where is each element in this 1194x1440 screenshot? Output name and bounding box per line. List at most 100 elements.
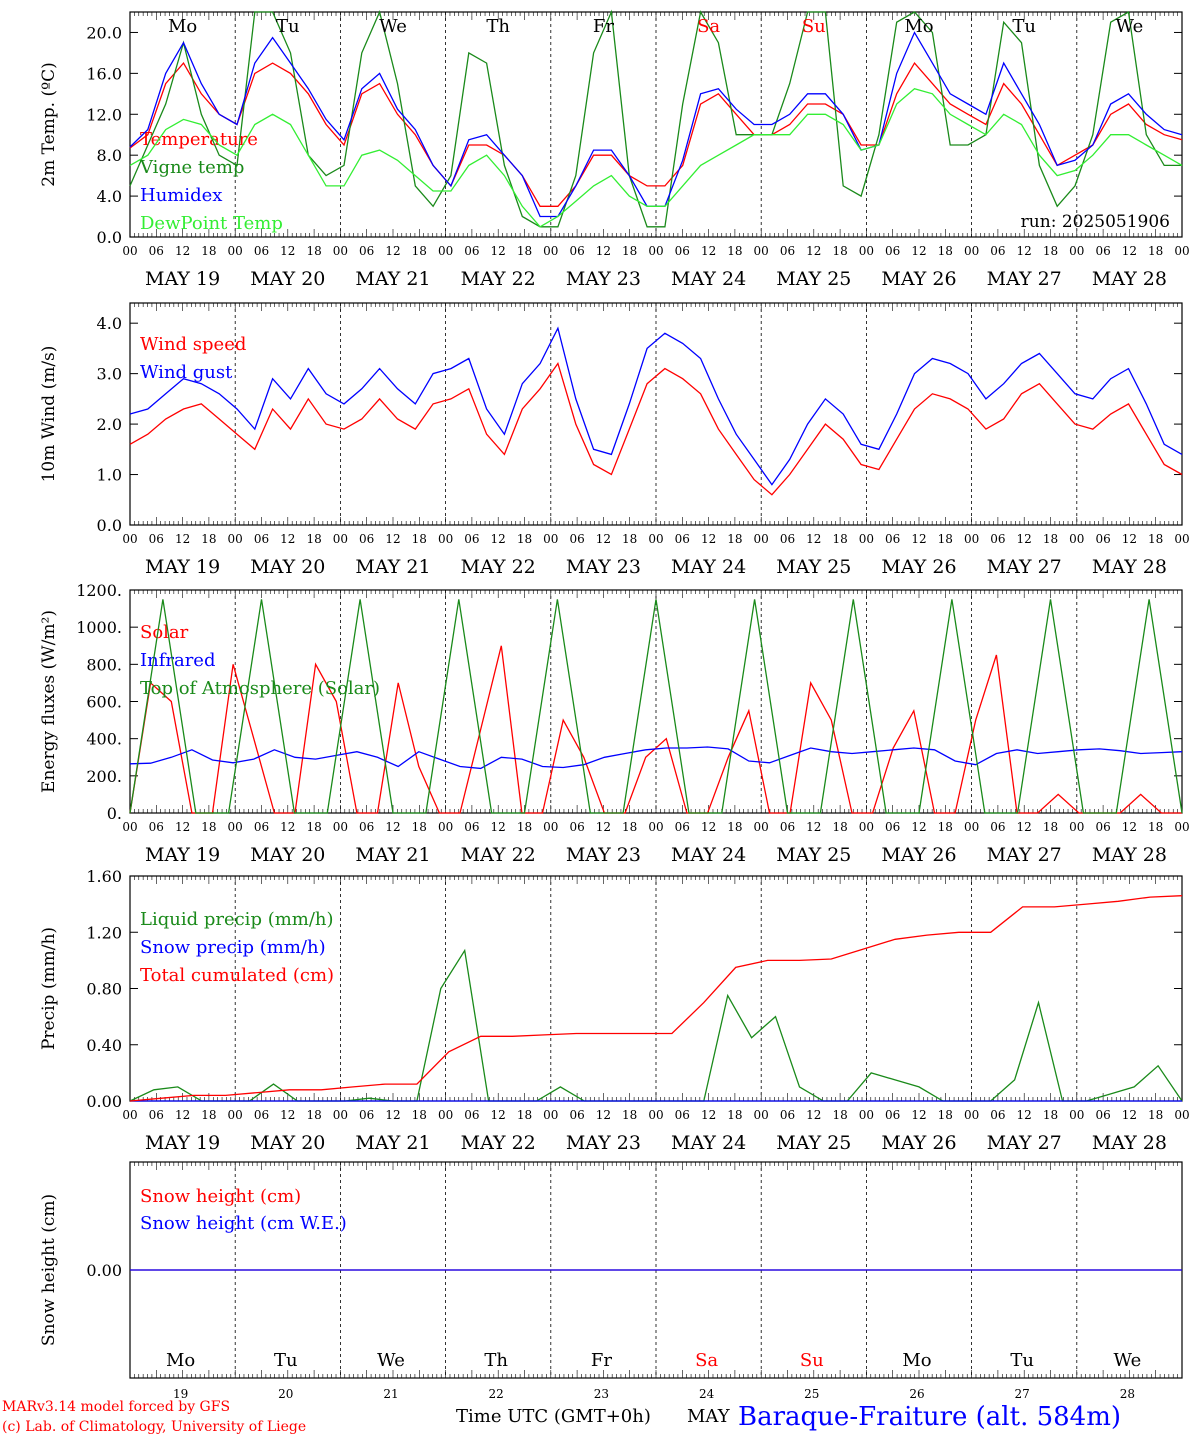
date-label: MAY 21 xyxy=(355,844,430,866)
date-label: MAY 22 xyxy=(461,268,536,290)
hour-tick-label: 00 xyxy=(228,1108,243,1122)
hour-tick-label: 12 xyxy=(911,244,926,258)
hour-tick-label: 06 xyxy=(1095,820,1110,834)
hour-tick-label: 06 xyxy=(359,820,374,834)
hour-tick-label: 00 xyxy=(754,820,769,834)
date-label: MAY 25 xyxy=(776,1132,851,1154)
y-tick-label: 0.0 xyxy=(97,228,122,247)
hour-tick-label: 18 xyxy=(306,532,321,546)
hour-tick-label: 18 xyxy=(1148,820,1163,834)
date-label: MAY 23 xyxy=(566,556,641,578)
y-tick-label: 400. xyxy=(86,730,122,749)
hour-tick-label: 18 xyxy=(412,1108,427,1122)
lab-credit: (c) Lab. of Climatology, University of L… xyxy=(2,1419,307,1435)
y-tick-label: 600. xyxy=(86,693,122,712)
date-label: MAY 24 xyxy=(671,268,746,290)
hour-tick-label: 06 xyxy=(885,532,900,546)
y-axis-label: 2m Temp. (ºC) xyxy=(39,62,59,187)
weekday-label-bottom: Sa xyxy=(695,1350,718,1371)
hour-tick-label: 00 xyxy=(964,244,979,258)
hour-tick-label: 06 xyxy=(1095,1108,1110,1122)
day-number-label: 23 xyxy=(594,1387,609,1401)
hour-tick-label: 00 xyxy=(1069,820,1084,834)
hour-tick-label: 06 xyxy=(990,244,1005,258)
hour-tick-label: 12 xyxy=(911,1108,926,1122)
hour-tick-label: 06 xyxy=(359,244,374,258)
hour-tick-label: 06 xyxy=(675,244,690,258)
series-line-wind-speed xyxy=(129,362,1183,496)
y-tick-label: 0.40 xyxy=(86,1036,122,1055)
hour-tick-label: 06 xyxy=(675,820,690,834)
hour-tick-label: 00 xyxy=(964,820,979,834)
y-tick-label: 200. xyxy=(86,767,122,786)
hour-tick-label: 12 xyxy=(806,244,821,258)
hour-tick-label: 06 xyxy=(254,244,269,258)
hour-tick-label: 18 xyxy=(622,820,637,834)
date-label: MAY 24 xyxy=(671,844,746,866)
hour-tick-label: 18 xyxy=(201,820,216,834)
hour-tick-label: 06 xyxy=(149,1108,164,1122)
hour-tick-label: 12 xyxy=(701,532,716,546)
date-label: MAY 25 xyxy=(776,844,851,866)
weekday-label-top: Sa xyxy=(697,16,720,37)
hour-tick-label: 12 xyxy=(491,820,506,834)
hour-tick-label: 06 xyxy=(359,532,374,546)
hour-tick-label: 12 xyxy=(806,820,821,834)
date-label: MAY 26 xyxy=(881,556,956,578)
date-label: MAY 22 xyxy=(461,1132,536,1154)
hour-tick-label: 00 xyxy=(1069,1108,1084,1122)
y-tick-label: 3.0 xyxy=(97,365,122,384)
hour-tick-label: 12 xyxy=(1122,244,1137,258)
date-label: MAY 24 xyxy=(671,556,746,578)
hour-tick-label: 00 xyxy=(859,244,874,258)
date-label: MAY 22 xyxy=(461,844,536,866)
time-axis-label: Time UTC (GMT+0h) xyxy=(456,1406,651,1427)
date-label: MAY 19 xyxy=(145,1132,220,1154)
hour-tick-label: 00 xyxy=(859,1108,874,1122)
y-axis-label: Precip (mm/h) xyxy=(39,927,59,1050)
date-label: MAY 28 xyxy=(1092,844,1167,866)
hour-tick-label: 18 xyxy=(832,820,847,834)
weekday-label-top: Tu xyxy=(276,16,300,37)
hour-tick-label: 06 xyxy=(254,1108,269,1122)
hour-tick-label: 18 xyxy=(1148,244,1163,258)
hour-tick-label: 12 xyxy=(596,532,611,546)
legend-entry: Temperature xyxy=(140,129,258,150)
hour-tick-label: 06 xyxy=(569,532,584,546)
day-number-label: 25 xyxy=(804,1387,819,1401)
hour-tick-label: 12 xyxy=(911,820,926,834)
hour-tick-label: 18 xyxy=(517,244,532,258)
weekday-label-top: Mo xyxy=(168,16,197,37)
hour-tick-label: 06 xyxy=(569,244,584,258)
y-tick-label: 0.80 xyxy=(86,980,122,999)
hour-tick-label: 06 xyxy=(1095,244,1110,258)
date-label: MAY 20 xyxy=(250,1132,325,1154)
date-label: MAY 26 xyxy=(881,268,956,290)
date-label: MAY 23 xyxy=(566,268,641,290)
hour-tick-label: 12 xyxy=(385,532,400,546)
hour-tick-label: 00 xyxy=(754,244,769,258)
hour-tick-label: 00 xyxy=(543,244,558,258)
hour-tick-label: 06 xyxy=(675,1108,690,1122)
hour-tick-label: 06 xyxy=(149,532,164,546)
hour-tick-label: 06 xyxy=(149,820,164,834)
hour-tick-label: 12 xyxy=(385,820,400,834)
hour-tick-label: 00 xyxy=(1174,820,1189,834)
weekday-label-bottom: Mo xyxy=(166,1350,195,1371)
hour-tick-label: 00 xyxy=(333,820,348,834)
hour-tick-label: 18 xyxy=(306,244,321,258)
hour-tick-label: 00 xyxy=(1069,244,1084,258)
hour-tick-label: 12 xyxy=(1122,820,1137,834)
hour-tick-label: 00 xyxy=(859,532,874,546)
hour-tick-label: 18 xyxy=(517,820,532,834)
legend-entry: Snow precip (mm/h) xyxy=(140,937,326,958)
hour-tick-label: 18 xyxy=(727,1108,742,1122)
hour-tick-label: 06 xyxy=(675,532,690,546)
hour-tick-label: 18 xyxy=(1043,820,1058,834)
hour-tick-label: 12 xyxy=(175,532,190,546)
hour-tick-label: 06 xyxy=(780,820,795,834)
hour-tick-label: 18 xyxy=(201,532,216,546)
y-tick-label: 1000. xyxy=(76,618,122,637)
day-number-label: 26 xyxy=(909,1387,924,1401)
